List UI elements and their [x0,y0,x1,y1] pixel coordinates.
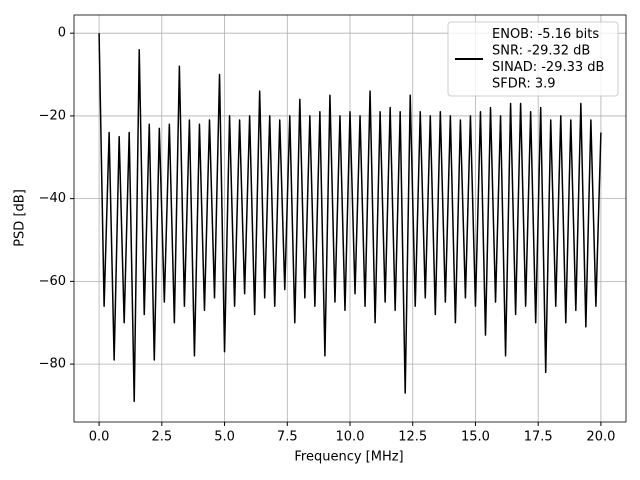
legend-label: SFDR: 3.9 [492,76,556,91]
legend-label: SNR: -29.32 dB [492,43,590,58]
y-tick-label: −40 [39,191,66,206]
y-tick-label: −80 [39,357,66,372]
y-tick-label: −20 [39,108,66,123]
x-tick-label: 0.0 [89,430,110,445]
x-tick-label: 10.0 [336,430,365,445]
line [98,33,602,403]
y-tick-label: −60 [39,274,66,289]
x-tick-label: 20.0 [586,430,615,445]
axes-frame [73,14,627,423]
y-axis-label: PSD [dB] [13,189,28,247]
legend-box [447,21,619,97]
x-axis-label: Frequency [MHz] [294,450,403,465]
legend-label: SINAD: -29.33 dB [492,60,604,75]
x-tick-label: 2.5 [151,430,172,445]
x-tick-label: 5.0 [214,430,235,445]
x-tick-label: 15.0 [461,430,490,445]
legend-label: ENOB: -5.16 bits [492,27,599,42]
y-tick-label: 0 [58,26,66,41]
x-tick-label: 7.5 [277,430,298,445]
x-tick-label: 17.5 [524,430,553,445]
x-tick-label: 12.5 [398,430,427,445]
